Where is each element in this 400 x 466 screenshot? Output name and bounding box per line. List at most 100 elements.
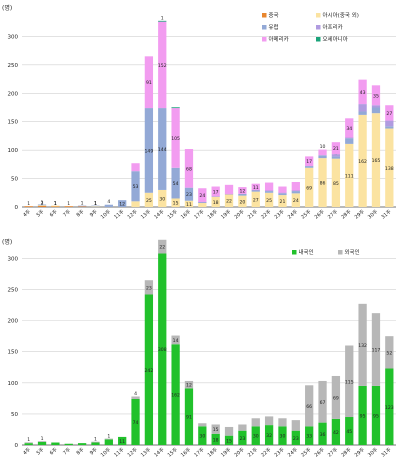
bar-segment [251, 426, 260, 445]
x-tick-label: 5주 [35, 447, 45, 457]
data-label: 12 [186, 383, 192, 389]
bar-segment [24, 443, 33, 445]
x-tick-label: 26주 [314, 447, 327, 459]
x-tick-label: 13주 [140, 447, 153, 459]
bar-segment [64, 206, 73, 207]
bar-segment [371, 85, 381, 106]
data-label: 69 [333, 395, 339, 401]
x-tick-label: 7주 [62, 447, 72, 457]
bar-segment [318, 422, 327, 445]
data-label: 162 [358, 159, 367, 165]
data-label: 53 [133, 184, 139, 190]
data-label: 15 [226, 438, 232, 444]
data-label: 22 [159, 245, 165, 251]
data-label: 43 [360, 90, 366, 96]
data-label: 25 [146, 198, 152, 204]
bar-segment [238, 430, 247, 445]
data-label: 42 [333, 430, 339, 436]
data-label: 18 [213, 437, 219, 443]
y-tick-label: 150 [8, 350, 19, 356]
bar-segment [305, 385, 314, 427]
x-tick-label: 10주 [100, 209, 113, 221]
bar-segment [51, 205, 60, 207]
bar-segment [331, 375, 341, 419]
data-label: 1 [54, 200, 57, 206]
x-tick-label: 12주 [127, 447, 140, 459]
bar-segment [278, 193, 287, 196]
legend-label: 유럽 [269, 23, 279, 31]
data-label: 54 [173, 181, 179, 187]
bar-segment [171, 344, 180, 445]
data-label: 1 [41, 436, 44, 442]
x-tick-label: 5주 [35, 209, 45, 219]
bar-segment [291, 430, 300, 445]
bar-segment [264, 192, 274, 207]
bar-segment [198, 202, 207, 204]
bar-segment [358, 303, 367, 386]
bar-segment [37, 205, 47, 206]
bar-segment [184, 200, 194, 207]
x-tick-label: 9주 [89, 209, 99, 219]
bar-segment [385, 105, 394, 121]
bar-segment [345, 345, 354, 418]
bar-segment [331, 158, 341, 207]
data-label: 123 [385, 405, 394, 411]
x-tick-label: 21주 [247, 209, 260, 221]
x-tick-label: 22주 [260, 447, 273, 459]
bar-segment [345, 417, 354, 445]
bar-segment [238, 187, 247, 194]
y-tick-label: 300 [8, 256, 19, 262]
y-tick-label: 250 [8, 288, 19, 294]
x-tick-label: 8주 [76, 447, 86, 457]
x-tick-label: 22주 [260, 209, 273, 221]
bar-segment [198, 201, 207, 203]
data-label: 149 [145, 148, 154, 154]
x-tick-label: 31주 [380, 447, 393, 459]
data-label: 36 [320, 432, 326, 438]
data-label: 1 [94, 436, 97, 442]
data-label: 27 [386, 111, 392, 117]
data-label: 23 [239, 436, 245, 442]
bar-segment [144, 108, 154, 193]
data-label: 242 [145, 368, 154, 374]
bar-segment [171, 108, 180, 168]
bar-segment [131, 163, 140, 172]
data-label: 1 [161, 16, 164, 22]
data-label: 1 [67, 201, 70, 207]
data-label: 86 [320, 181, 326, 187]
y-tick-label: 200 [8, 319, 19, 325]
bar-segment [104, 204, 113, 207]
bar-segment [385, 368, 394, 445]
legend-swatch [262, 13, 267, 18]
data-label: 1 [81, 200, 84, 206]
y-tick-label: 0 [15, 443, 19, 449]
bar-segment [264, 416, 274, 426]
data-label: 74 [133, 420, 139, 426]
bar-segment [305, 156, 314, 167]
data-label: 20 [239, 199, 245, 205]
bar-segment [371, 313, 381, 386]
data-label: 15 [173, 201, 179, 207]
bar-segment [51, 442, 60, 445]
bar-segment [305, 166, 314, 168]
x-tick-label: 7주 [62, 209, 72, 219]
data-label: 18 [213, 200, 219, 206]
bar-segment [77, 443, 87, 445]
bar-segment [291, 193, 300, 207]
data-label: 4 [134, 391, 137, 397]
bar-segment [144, 192, 154, 207]
data-label: 162 [171, 393, 180, 399]
data-label: 14 [173, 338, 179, 344]
x-tick-label: 16주 [180, 447, 193, 459]
bar-segment [251, 418, 260, 427]
bar-segment [251, 183, 260, 190]
x-tick-label: 23주 [273, 447, 286, 459]
x-tick-label: 27주 [327, 447, 340, 459]
bar-segment [104, 439, 113, 445]
x-tick-label: 23주 [273, 209, 286, 221]
bar-segment [211, 195, 220, 197]
bar-segment [198, 203, 207, 207]
bar-segment [385, 336, 394, 369]
legend-swatch [316, 37, 321, 42]
bar-segment [158, 21, 167, 109]
